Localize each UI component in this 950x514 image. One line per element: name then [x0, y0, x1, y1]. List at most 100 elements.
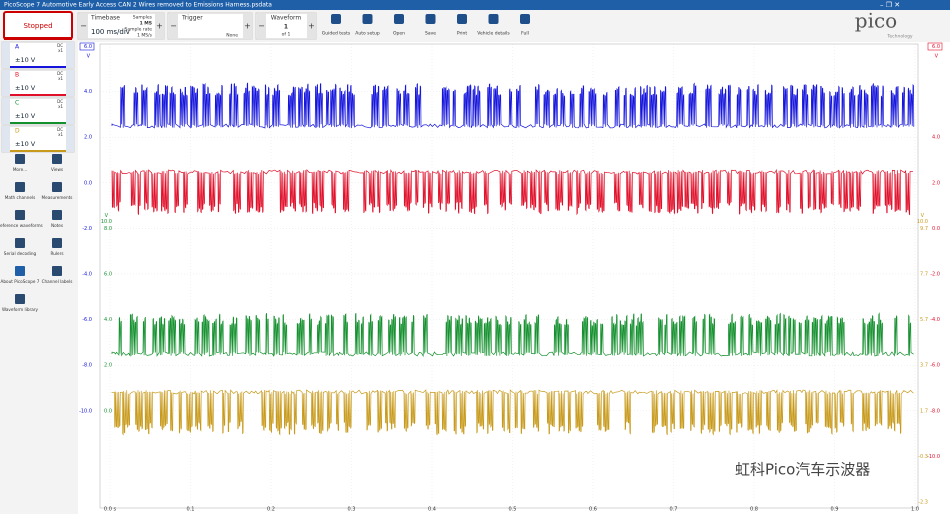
x-tick-label: 0.3	[348, 507, 356, 513]
channel-color-bar	[10, 94, 66, 96]
tool-icon[interactable]	[15, 238, 25, 248]
waveform-trace	[111, 312, 914, 358]
channel-color-bar	[10, 150, 66, 152]
channel-step[interactable]	[2, 98, 10, 124]
tool-icon[interactable]	[15, 266, 25, 276]
x-tick-label: 0.5	[509, 507, 517, 513]
tool-icon[interactable]	[52, 210, 62, 220]
sample-rate-value: 1 MS/s	[137, 33, 153, 39]
axis-unit: V	[87, 54, 91, 60]
channel-coupling: DC	[57, 127, 63, 132]
channel-step[interactable]	[66, 98, 74, 124]
channel-button[interactable]	[1, 97, 75, 125]
tool-icon[interactable]	[52, 154, 62, 164]
channel-coupling: DC	[57, 99, 63, 104]
channel-step[interactable]	[2, 126, 10, 152]
axis-top-label: 10.0	[917, 219, 928, 225]
channel-probe: x1	[58, 76, 63, 81]
channel-name: D	[15, 128, 20, 135]
step-button[interactable]	[155, 13, 164, 39]
tool-icon[interactable]	[52, 266, 62, 276]
step-button[interactable]	[243, 13, 252, 39]
tool-label: Math channels	[5, 195, 36, 200]
axis-tick-label: -8.0	[930, 408, 940, 414]
axis-tick-label: -0.3	[918, 454, 928, 460]
axis-tick-label: -10.0	[927, 454, 940, 460]
axis-top-marker	[927, 42, 943, 51]
waveform-total: of 1	[282, 32, 291, 38]
sample-rate-label: Sample rate	[125, 27, 153, 33]
step-button[interactable]	[79, 13, 88, 39]
waveform-trace	[111, 389, 914, 436]
watermark: 虹科Pico汽车示波器	[735, 461, 870, 479]
tool-icon[interactable]	[15, 210, 25, 220]
channel-button[interactable]	[1, 125, 75, 153]
waveform-current: 1	[284, 24, 288, 31]
timebase-label: Timebase	[90, 15, 120, 22]
toolbar-icon[interactable]	[394, 14, 404, 24]
trigger-label: Trigger	[181, 15, 203, 22]
channel-step[interactable]	[66, 126, 74, 152]
title-bar	[0, 0, 950, 10]
toolbar-button-label: Open	[393, 31, 405, 37]
axis-tick-label: -10.0	[79, 408, 92, 414]
toolbar-button-label: Full	[521, 31, 529, 37]
run-indicator	[4, 37, 72, 40]
timebase-value: 100 ms/div	[91, 28, 130, 36]
toolbar-button-label: Auto setup	[355, 31, 380, 37]
tool-label: More...	[13, 167, 27, 172]
tool-icon[interactable]	[15, 154, 25, 164]
tool-icon[interactable]	[52, 182, 62, 192]
tool-label: Waveform library	[2, 307, 39, 312]
toolbar-icon[interactable]	[488, 14, 499, 24]
step-button[interactable]	[169, 13, 178, 39]
toolbar-icon[interactable]	[457, 14, 467, 24]
step-button[interactable]	[257, 13, 266, 39]
tool-label: Views	[51, 167, 63, 172]
axis-tick-label: 3.7	[920, 363, 928, 369]
step-symbol: −	[170, 22, 177, 31]
toolbar-button-label: Save	[425, 31, 436, 37]
axis-tick-label: 7.7	[920, 272, 928, 278]
tool-icon[interactable]	[52, 238, 62, 248]
channel-probe: x1	[58, 104, 63, 109]
toolbar-icon[interactable]	[425, 14, 436, 24]
channel-button[interactable]	[1, 69, 75, 97]
channel-step[interactable]	[2, 42, 10, 68]
logo: pico	[855, 9, 897, 33]
axis-tick-label: -4.0	[930, 317, 940, 323]
step-symbol: −	[80, 22, 87, 31]
channel-step[interactable]	[2, 70, 10, 96]
axis-tick-label: 0.0	[932, 226, 940, 232]
tool-label: About PicoScope 7	[1, 279, 40, 284]
x-tick-label: 0.7	[670, 507, 678, 513]
toolbar-icon[interactable]	[331, 14, 341, 24]
axis-tick-label: -2.3	[918, 500, 928, 506]
axis-tick-label: -2.0	[82, 226, 92, 232]
channel-color-bar	[10, 66, 66, 68]
x-tick-label: 0.8	[750, 507, 758, 513]
step-symbol: +	[308, 22, 315, 31]
step-symbol: +	[244, 22, 251, 31]
tool-icon[interactable]	[15, 294, 25, 304]
toolbar-icon[interactable]	[362, 14, 373, 24]
channel-button[interactable]	[1, 41, 75, 69]
toolbar-button-label: Guided tests	[322, 31, 351, 37]
trigger-control[interactable]	[167, 12, 253, 40]
tool-icon[interactable]	[15, 182, 25, 192]
tool-label: Channel labels	[42, 279, 73, 284]
channel-step[interactable]	[66, 42, 74, 68]
waveform-trace	[111, 168, 914, 216]
window-controls[interactable]: – ❐ ✕	[880, 1, 900, 9]
channel-step[interactable]	[66, 70, 74, 96]
step-button[interactable]	[307, 13, 316, 39]
tool-label: Serial decoding	[4, 251, 37, 256]
waveform-trace	[111, 82, 915, 129]
toolbar-icon[interactable]	[520, 14, 530, 24]
channel-coupling: DC	[57, 43, 63, 48]
axis-unit: V	[921, 213, 925, 219]
tool-label: Measurements	[42, 195, 73, 200]
logo-subtitle: Technology	[886, 34, 913, 40]
step-symbol: −	[258, 22, 265, 31]
axis-tick-label: 4.0	[104, 317, 112, 323]
